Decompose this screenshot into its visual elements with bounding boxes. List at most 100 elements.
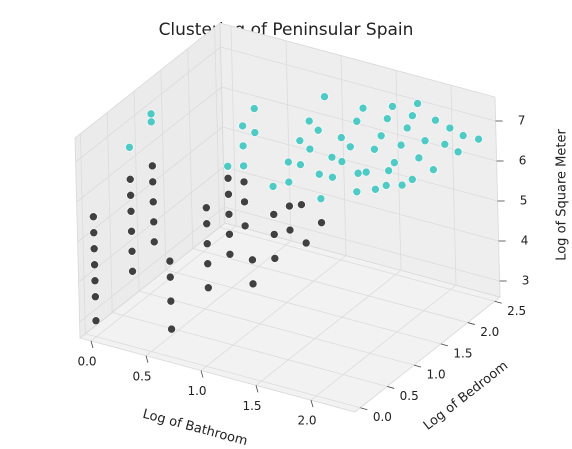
point bbox=[224, 209, 234, 219]
point bbox=[125, 143, 134, 152]
point bbox=[165, 272, 175, 282]
z-tick-label: 7 bbox=[518, 114, 526, 128]
point bbox=[317, 218, 326, 227]
point bbox=[474, 134, 483, 144]
point bbox=[296, 160, 305, 169]
grid-line bbox=[340, 55, 347, 256]
point bbox=[314, 169, 324, 179]
point bbox=[224, 189, 233, 199]
grid-line bbox=[75, 46, 221, 163]
grid-line bbox=[187, 48, 194, 249]
y-tick bbox=[387, 386, 395, 389]
point bbox=[203, 259, 213, 269]
grid-line bbox=[160, 69, 167, 270]
chart-title: Clustering of Peninsular Spain bbox=[159, 20, 414, 40]
grid-line bbox=[79, 206, 225, 323]
point bbox=[440, 140, 450, 149]
y-tick-label: 2.5 bbox=[507, 304, 526, 318]
point bbox=[285, 201, 294, 211]
grid-line bbox=[79, 133, 86, 334]
point bbox=[165, 256, 175, 266]
point bbox=[408, 111, 417, 121]
x-tick bbox=[310, 400, 314, 408]
x-tick-label: 2.0 bbox=[297, 414, 316, 428]
point bbox=[167, 324, 176, 334]
point bbox=[305, 144, 315, 154]
point bbox=[383, 114, 392, 123]
grid-line bbox=[395, 70, 402, 271]
point bbox=[126, 191, 135, 200]
y-tick bbox=[360, 407, 368, 411]
point bbox=[397, 180, 407, 190]
z-axis-label: Log of Square Meter bbox=[555, 129, 570, 261]
point bbox=[358, 103, 368, 113]
point bbox=[90, 260, 99, 270]
grid-line bbox=[255, 270, 402, 386]
y-tick bbox=[467, 322, 475, 325]
grid-line bbox=[200, 255, 347, 371]
point bbox=[126, 207, 136, 216]
point bbox=[413, 99, 422, 108]
z-tick-label: 4 bbox=[521, 234, 529, 248]
point bbox=[327, 152, 337, 162]
point bbox=[352, 187, 362, 197]
point bbox=[127, 227, 136, 236]
grid-line bbox=[138, 290, 415, 366]
point bbox=[345, 142, 355, 152]
point bbox=[239, 177, 249, 187]
point bbox=[390, 158, 399, 167]
point bbox=[146, 109, 156, 119]
point bbox=[269, 230, 279, 239]
x-tick bbox=[255, 385, 259, 393]
grid-line bbox=[310, 284, 457, 401]
point bbox=[295, 136, 305, 145]
point bbox=[89, 228, 99, 238]
point bbox=[128, 267, 137, 276]
grid-line bbox=[220, 46, 496, 122]
point bbox=[316, 194, 326, 203]
point bbox=[223, 161, 233, 171]
x-tick bbox=[90, 340, 94, 349]
point bbox=[458, 131, 468, 140]
grid-line bbox=[222, 126, 498, 202]
point bbox=[370, 145, 379, 154]
z-tick-label: 3 bbox=[522, 274, 530, 288]
grid-line bbox=[230, 25, 237, 226]
grid-line bbox=[192, 248, 468, 323]
point bbox=[146, 117, 156, 127]
point bbox=[202, 219, 212, 229]
point bbox=[381, 181, 391, 190]
point bbox=[239, 161, 248, 171]
point bbox=[225, 249, 235, 259]
point bbox=[240, 221, 250, 231]
x-tick bbox=[200, 370, 204, 378]
point bbox=[320, 92, 329, 101]
point bbox=[337, 157, 347, 166]
point bbox=[166, 296, 176, 306]
point bbox=[414, 153, 424, 163]
point bbox=[148, 177, 158, 187]
grid-line bbox=[223, 166, 499, 242]
point bbox=[402, 123, 412, 133]
grid-line bbox=[85, 333, 361, 409]
grid-line bbox=[106, 112, 113, 313]
x-tick bbox=[145, 355, 149, 363]
point bbox=[270, 254, 280, 263]
point bbox=[396, 140, 406, 150]
point bbox=[285, 225, 295, 235]
point bbox=[376, 131, 386, 141]
point bbox=[361, 167, 371, 177]
grid-line bbox=[133, 91, 140, 292]
point bbox=[148, 197, 158, 207]
point bbox=[149, 237, 159, 247]
point bbox=[420, 136, 430, 146]
grid-line bbox=[165, 269, 442, 345]
point bbox=[204, 283, 213, 293]
y-tick-label: 0.0 bbox=[373, 410, 392, 424]
grid-line bbox=[112, 312, 388, 387]
point bbox=[127, 247, 137, 256]
point bbox=[304, 116, 314, 126]
x-tick-label: 1.0 bbox=[187, 384, 206, 398]
grid-line bbox=[76, 86, 222, 203]
x-tick-label: 0.5 bbox=[132, 369, 151, 383]
